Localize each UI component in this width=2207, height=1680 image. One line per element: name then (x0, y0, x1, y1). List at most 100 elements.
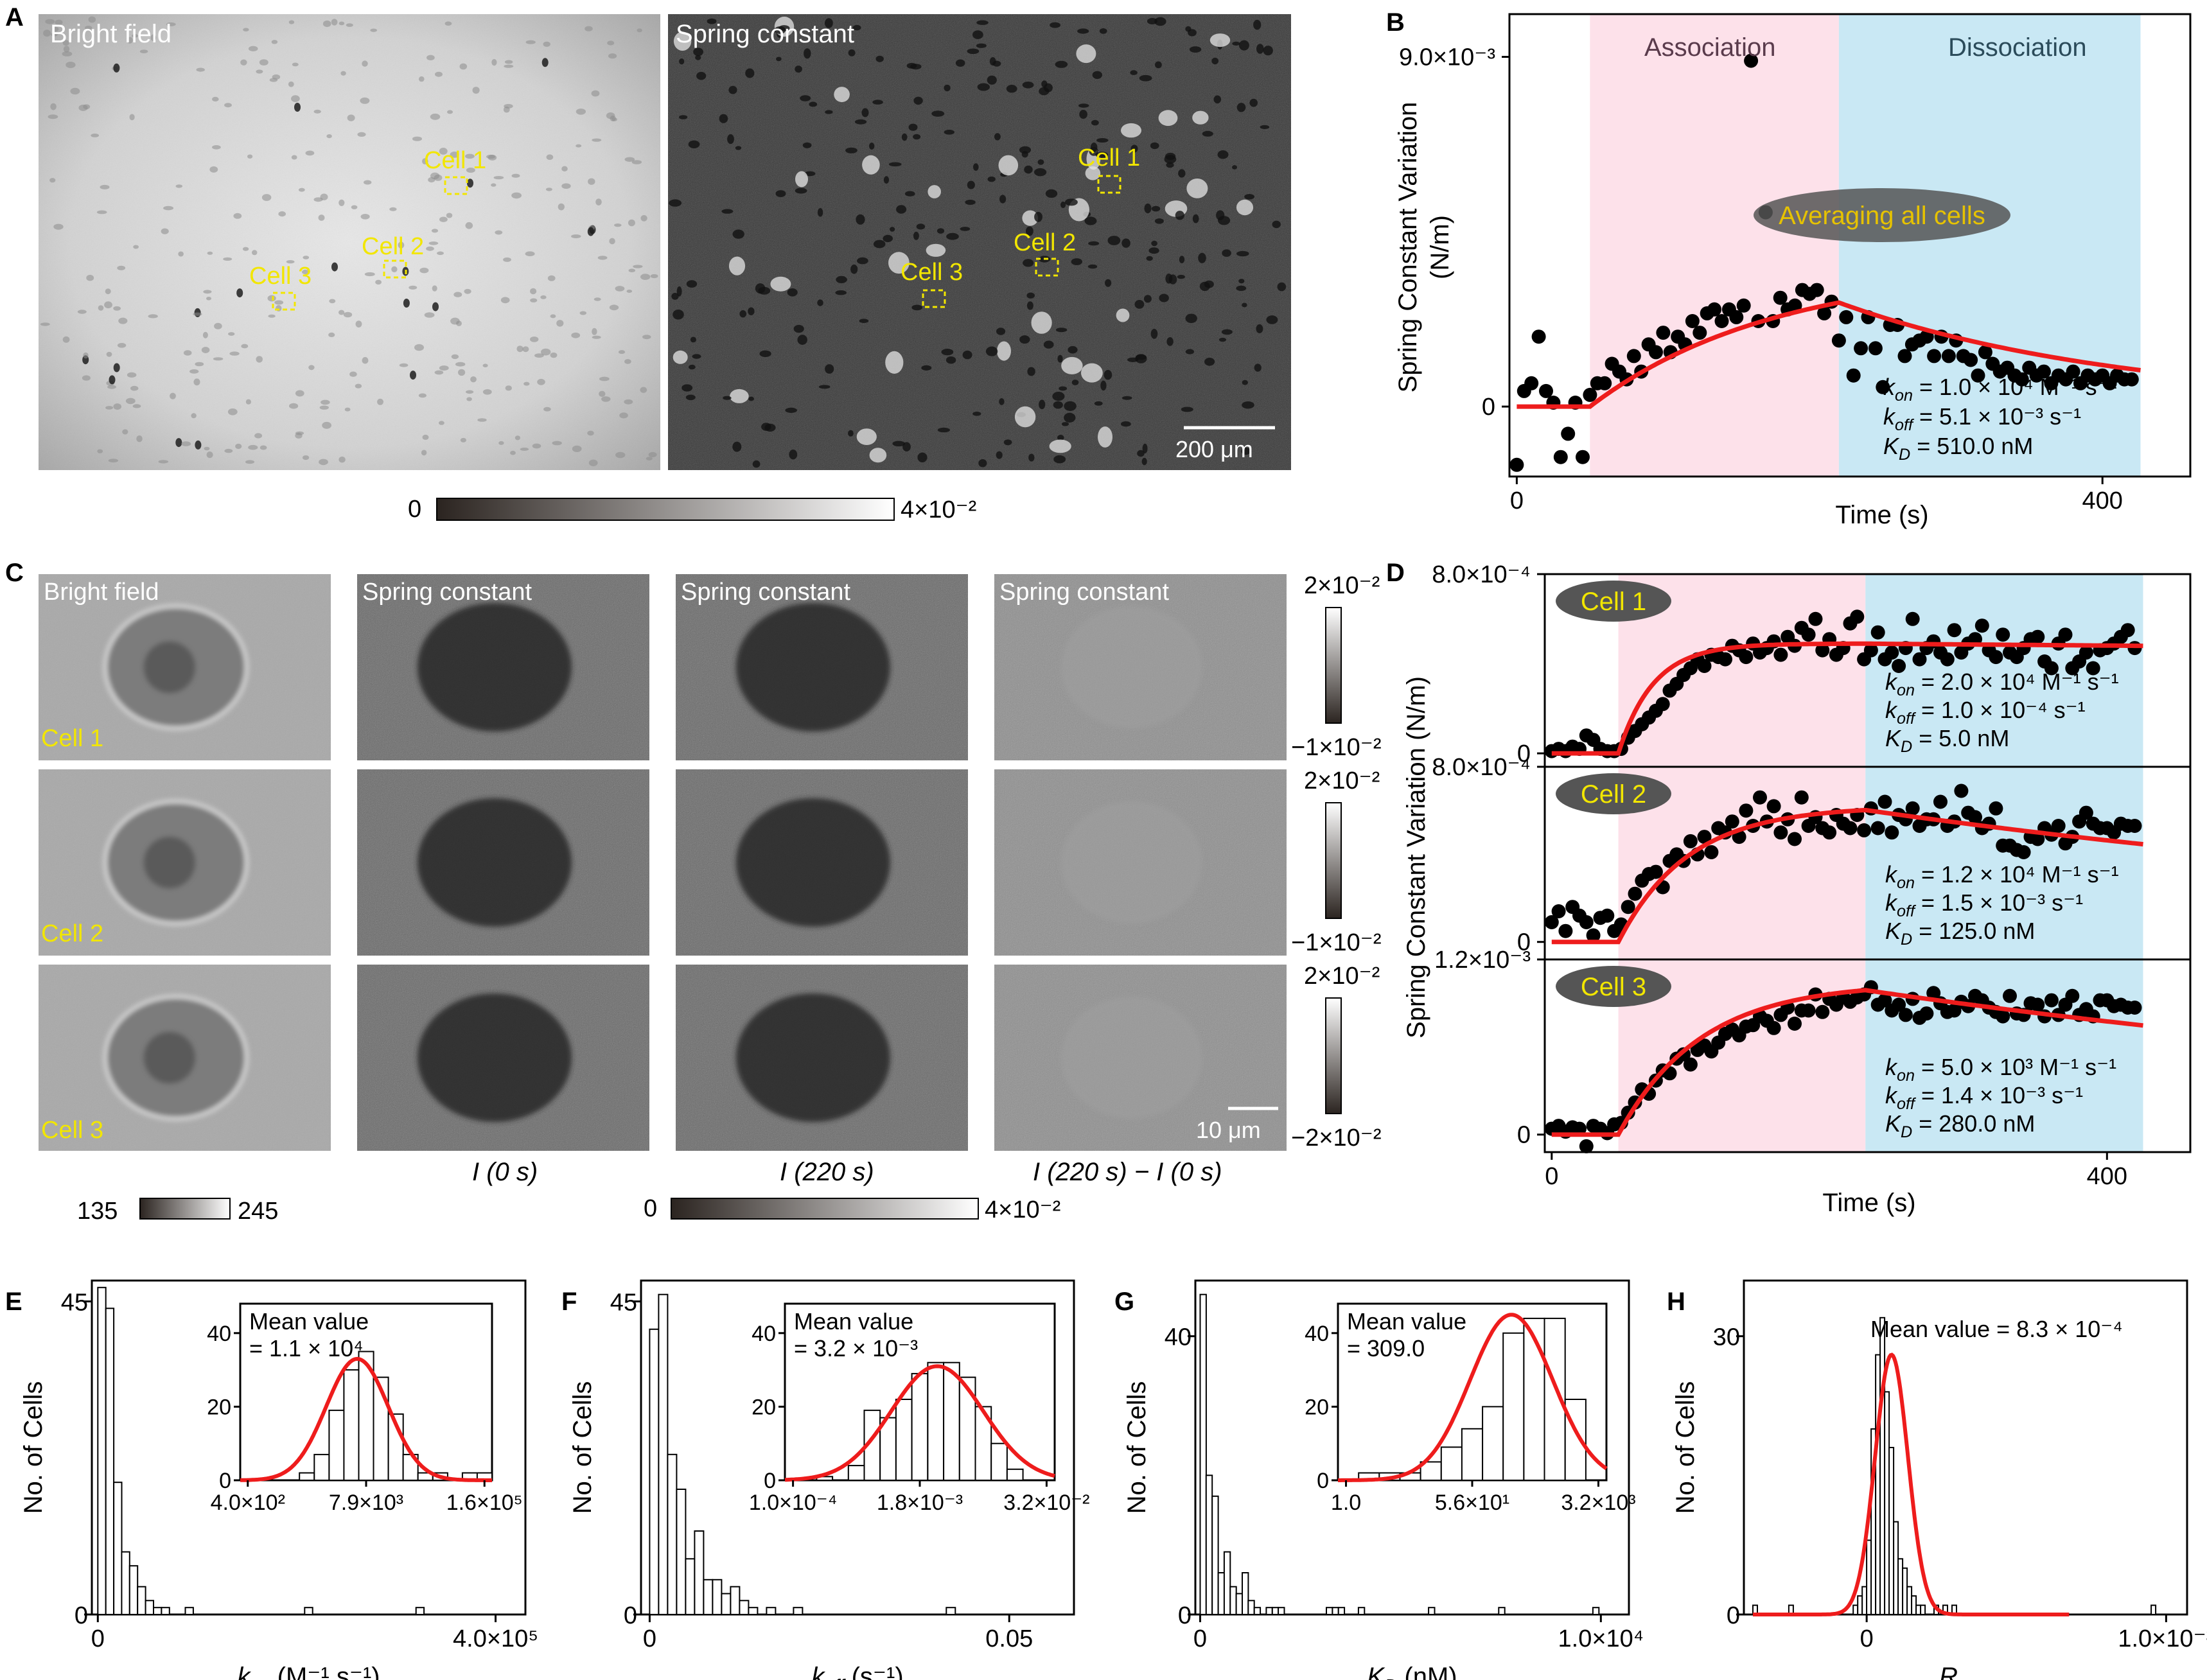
bf-cell (321, 399, 330, 405)
diff-cbar-max: 2×10⁻² (1304, 963, 1380, 990)
inset-y-tick-label: 0 (219, 1469, 231, 1493)
inset-mean: = 3.2 × 10⁻³ (794, 1335, 918, 1361)
param-text-sym: K (1885, 1110, 1902, 1137)
c-cell-sc (735, 798, 890, 927)
hist-bar (1498, 1607, 1506, 1615)
hist-bar (1265, 1607, 1273, 1615)
bf-cell (295, 432, 303, 439)
sc-cell (928, 185, 941, 198)
bf-cell (615, 451, 626, 459)
panel-letter-c: C (5, 559, 24, 587)
bf-cell (240, 59, 247, 66)
data-point (1725, 814, 1739, 829)
cell-pill-label: Cell 3 (1581, 973, 1646, 1001)
sc-cell (1232, 41, 1240, 46)
inset-y-tick-label: 40 (752, 1322, 776, 1346)
param-text: kon = 1.2 × 10⁴ M⁻¹ s⁻¹ (1885, 861, 2119, 892)
bf-cell (637, 28, 642, 33)
x-tick-label: 0 (1545, 1163, 1558, 1190)
data-point (1905, 611, 1920, 626)
data-point (1685, 314, 1700, 328)
hist-bar (1253, 1607, 1262, 1615)
param-text: KD = 280.0 nM (1885, 1110, 2035, 1141)
sc-cell (1146, 256, 1153, 261)
association-label: Association (1644, 33, 1776, 62)
x-axis-label: KD (nM) (1367, 1663, 1457, 1680)
sc-cell (1189, 46, 1202, 53)
sc-cell (1043, 340, 1054, 349)
bf-cell (459, 63, 468, 70)
sc-cell (1199, 281, 1210, 292)
sc-cell (1121, 238, 1130, 248)
bf-cell (640, 214, 647, 222)
cell-3-label-sc: Cell 3 (901, 259, 963, 286)
sc-cell (1121, 421, 1131, 427)
bf-cell (418, 393, 427, 398)
sc-cell (809, 101, 818, 107)
data-point (1801, 1003, 1816, 1018)
bf-cell (500, 297, 510, 304)
colorbar-a (436, 498, 895, 521)
hist-bar (1326, 1607, 1333, 1615)
c-caption-0s: I (0 s) (472, 1158, 538, 1186)
hist-bar (415, 1607, 425, 1615)
bf-cell (355, 320, 362, 328)
sc-cell (852, 24, 861, 31)
param-text-rest: = 2.0 × 10⁴ M⁻¹ s⁻¹ (1915, 669, 2119, 695)
bf-cell (228, 332, 235, 336)
bf-cell (319, 459, 328, 466)
bf-cell (409, 285, 418, 290)
bf-cell (292, 62, 299, 67)
sc-cell (1034, 211, 1042, 222)
sc-cell (692, 354, 701, 359)
sc-cell (1096, 138, 1109, 143)
bf-cell (131, 34, 139, 38)
bf-cell (229, 351, 240, 356)
sc-cell (872, 100, 883, 105)
sc-cell (728, 256, 746, 276)
cell-2-label-bf: Cell 2 (362, 233, 424, 260)
bf-cell (520, 448, 529, 451)
sc-cell (1134, 300, 1145, 309)
fit-curve (1551, 807, 2143, 945)
bf-cell (624, 399, 633, 405)
sc-cell (1116, 308, 1130, 322)
hist-bar (739, 1600, 750, 1616)
hist-bar (145, 1600, 155, 1616)
cell-pill-label: Cell 1 (1581, 588, 1646, 616)
bf-cell (414, 344, 424, 351)
bf-cell (439, 216, 448, 222)
bf-cell (532, 443, 541, 449)
data-point (1509, 457, 1524, 472)
inset-bar (1482, 1406, 1504, 1481)
sc-cell (681, 384, 693, 392)
bf-cell (45, 19, 55, 24)
sc-cell (978, 459, 987, 468)
bf-cell (434, 370, 444, 375)
bf-cell (294, 103, 301, 112)
data-point (1766, 799, 1781, 814)
bf-cell (193, 378, 200, 386)
bf-cell (541, 348, 551, 356)
inset-title: Mean value (249, 1308, 369, 1334)
bf-cell (550, 352, 558, 358)
bf-cell (399, 363, 409, 367)
sc-cell (673, 310, 684, 320)
hist-bar (304, 1607, 313, 1615)
data-point (2003, 988, 2017, 1003)
bf-cell (170, 392, 176, 399)
inset: 0 20 40 4.0×10² 7.9×10³ 1.6×10⁵ Mean value= 1.… (207, 1302, 523, 1515)
param-text-sym: K (1883, 433, 1900, 459)
sc-cell (945, 356, 956, 364)
c-title-spring-2: Spring constant (681, 579, 850, 606)
sc-cell (795, 171, 808, 188)
sc-cell (1061, 422, 1069, 426)
bf-cell (49, 178, 56, 183)
data-point (1941, 349, 1956, 363)
bf-cell (328, 332, 335, 338)
c-row-label-cell-1: Cell 1 (41, 725, 103, 752)
dissociation-band (1838, 14, 2141, 477)
param-text-rest: = 5.1 × 10⁻³ s⁻¹ (1913, 403, 2081, 430)
sc-cell (719, 114, 728, 123)
